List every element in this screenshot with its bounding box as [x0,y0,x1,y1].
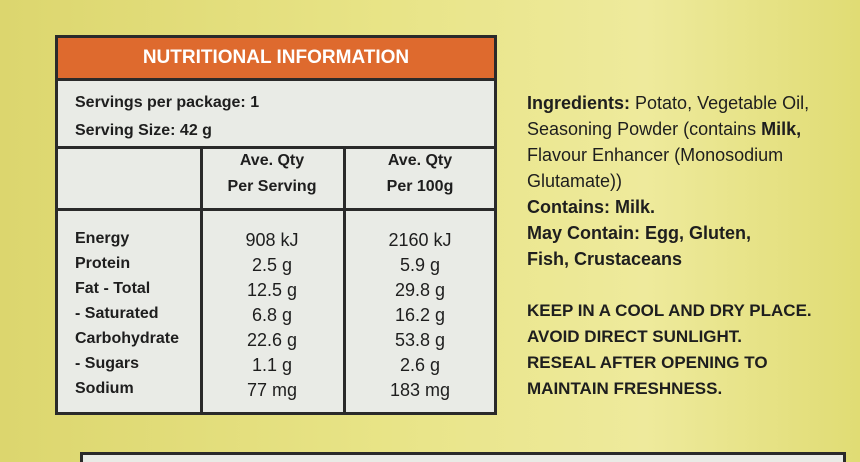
nutrient-name: Sodium [75,380,134,397]
nutrient-name: Fat - Total [75,280,151,297]
per-100g: 2.6 g [399,355,441,375]
ingredients-text: Potato, Vegetable Oil, Seasoning Powder … [527,93,810,139]
per-100g: 29.8 g [394,280,446,300]
per-serving: 2.5 g [251,255,293,275]
per-100g: 16.2 g [394,305,446,325]
nutrient-name: Energy [75,230,130,247]
col-header: Ave. Qty [387,152,453,169]
storage-line: KEEP IN A COOL AND DRY PLACE. [527,301,812,320]
next-panel [80,452,846,462]
ingredients-block: Ingredients: Potato, Vegetable Oil, Seas… [527,90,827,402]
storage-line: AVOID DIRECT SUNLIGHT. [527,327,743,346]
nutrient-name: Protein [75,255,131,272]
serving-size: Serving Size: 42 g [75,122,212,139]
rule [343,146,346,412]
storage-line: RESEAL AFTER OPENING TO [527,353,768,372]
ingredients-milk: Milk, [761,119,802,139]
per-100g: 2160 kJ [388,230,452,250]
col-header: Ave. Qty [239,152,305,169]
panel-title: NUTRITIONAL INFORMATION [58,38,494,81]
ingredients-text: Flavour Enhancer (Monosodium Glutamate)) [527,145,784,191]
servings: Servings per package: 1 [75,94,260,111]
per-serving: 22.6 g [246,330,298,350]
per-serving: 908 kJ [245,230,299,250]
contains: Contains: Milk. [527,197,656,217]
nutrient-name: - Sugars [75,355,140,372]
per-serving: 6.8 g [251,305,293,325]
ingredients-label: Ingredients: [527,93,631,113]
per-100g: 183 mg [389,380,451,400]
per-100g: 53.8 g [394,330,446,350]
ingredients: Ingredients: Potato, Vegetable Oil, Seas… [527,90,827,194]
per-100g: 5.9 g [399,255,441,275]
rule [58,146,494,149]
may-contain: May Contain: Egg, Gluten, Fish, Crustace… [527,223,751,269]
nutrition-panel: NUTRITIONAL INFORMATION Servings per pac… [55,35,497,415]
col-header: Per Serving [227,178,317,195]
per-serving: 12.5 g [246,280,298,300]
col-header: Per 100g [386,178,454,195]
rule [58,208,494,211]
nutrient-name: - Saturated [75,305,159,322]
nutrient-name: Carbohydrate [75,330,180,347]
per-serving: 77 mg [246,380,298,400]
per-serving: 1.1 g [251,355,293,375]
storage-line: MAINTAIN FRESHNESS. [527,379,723,398]
rule [200,146,203,412]
